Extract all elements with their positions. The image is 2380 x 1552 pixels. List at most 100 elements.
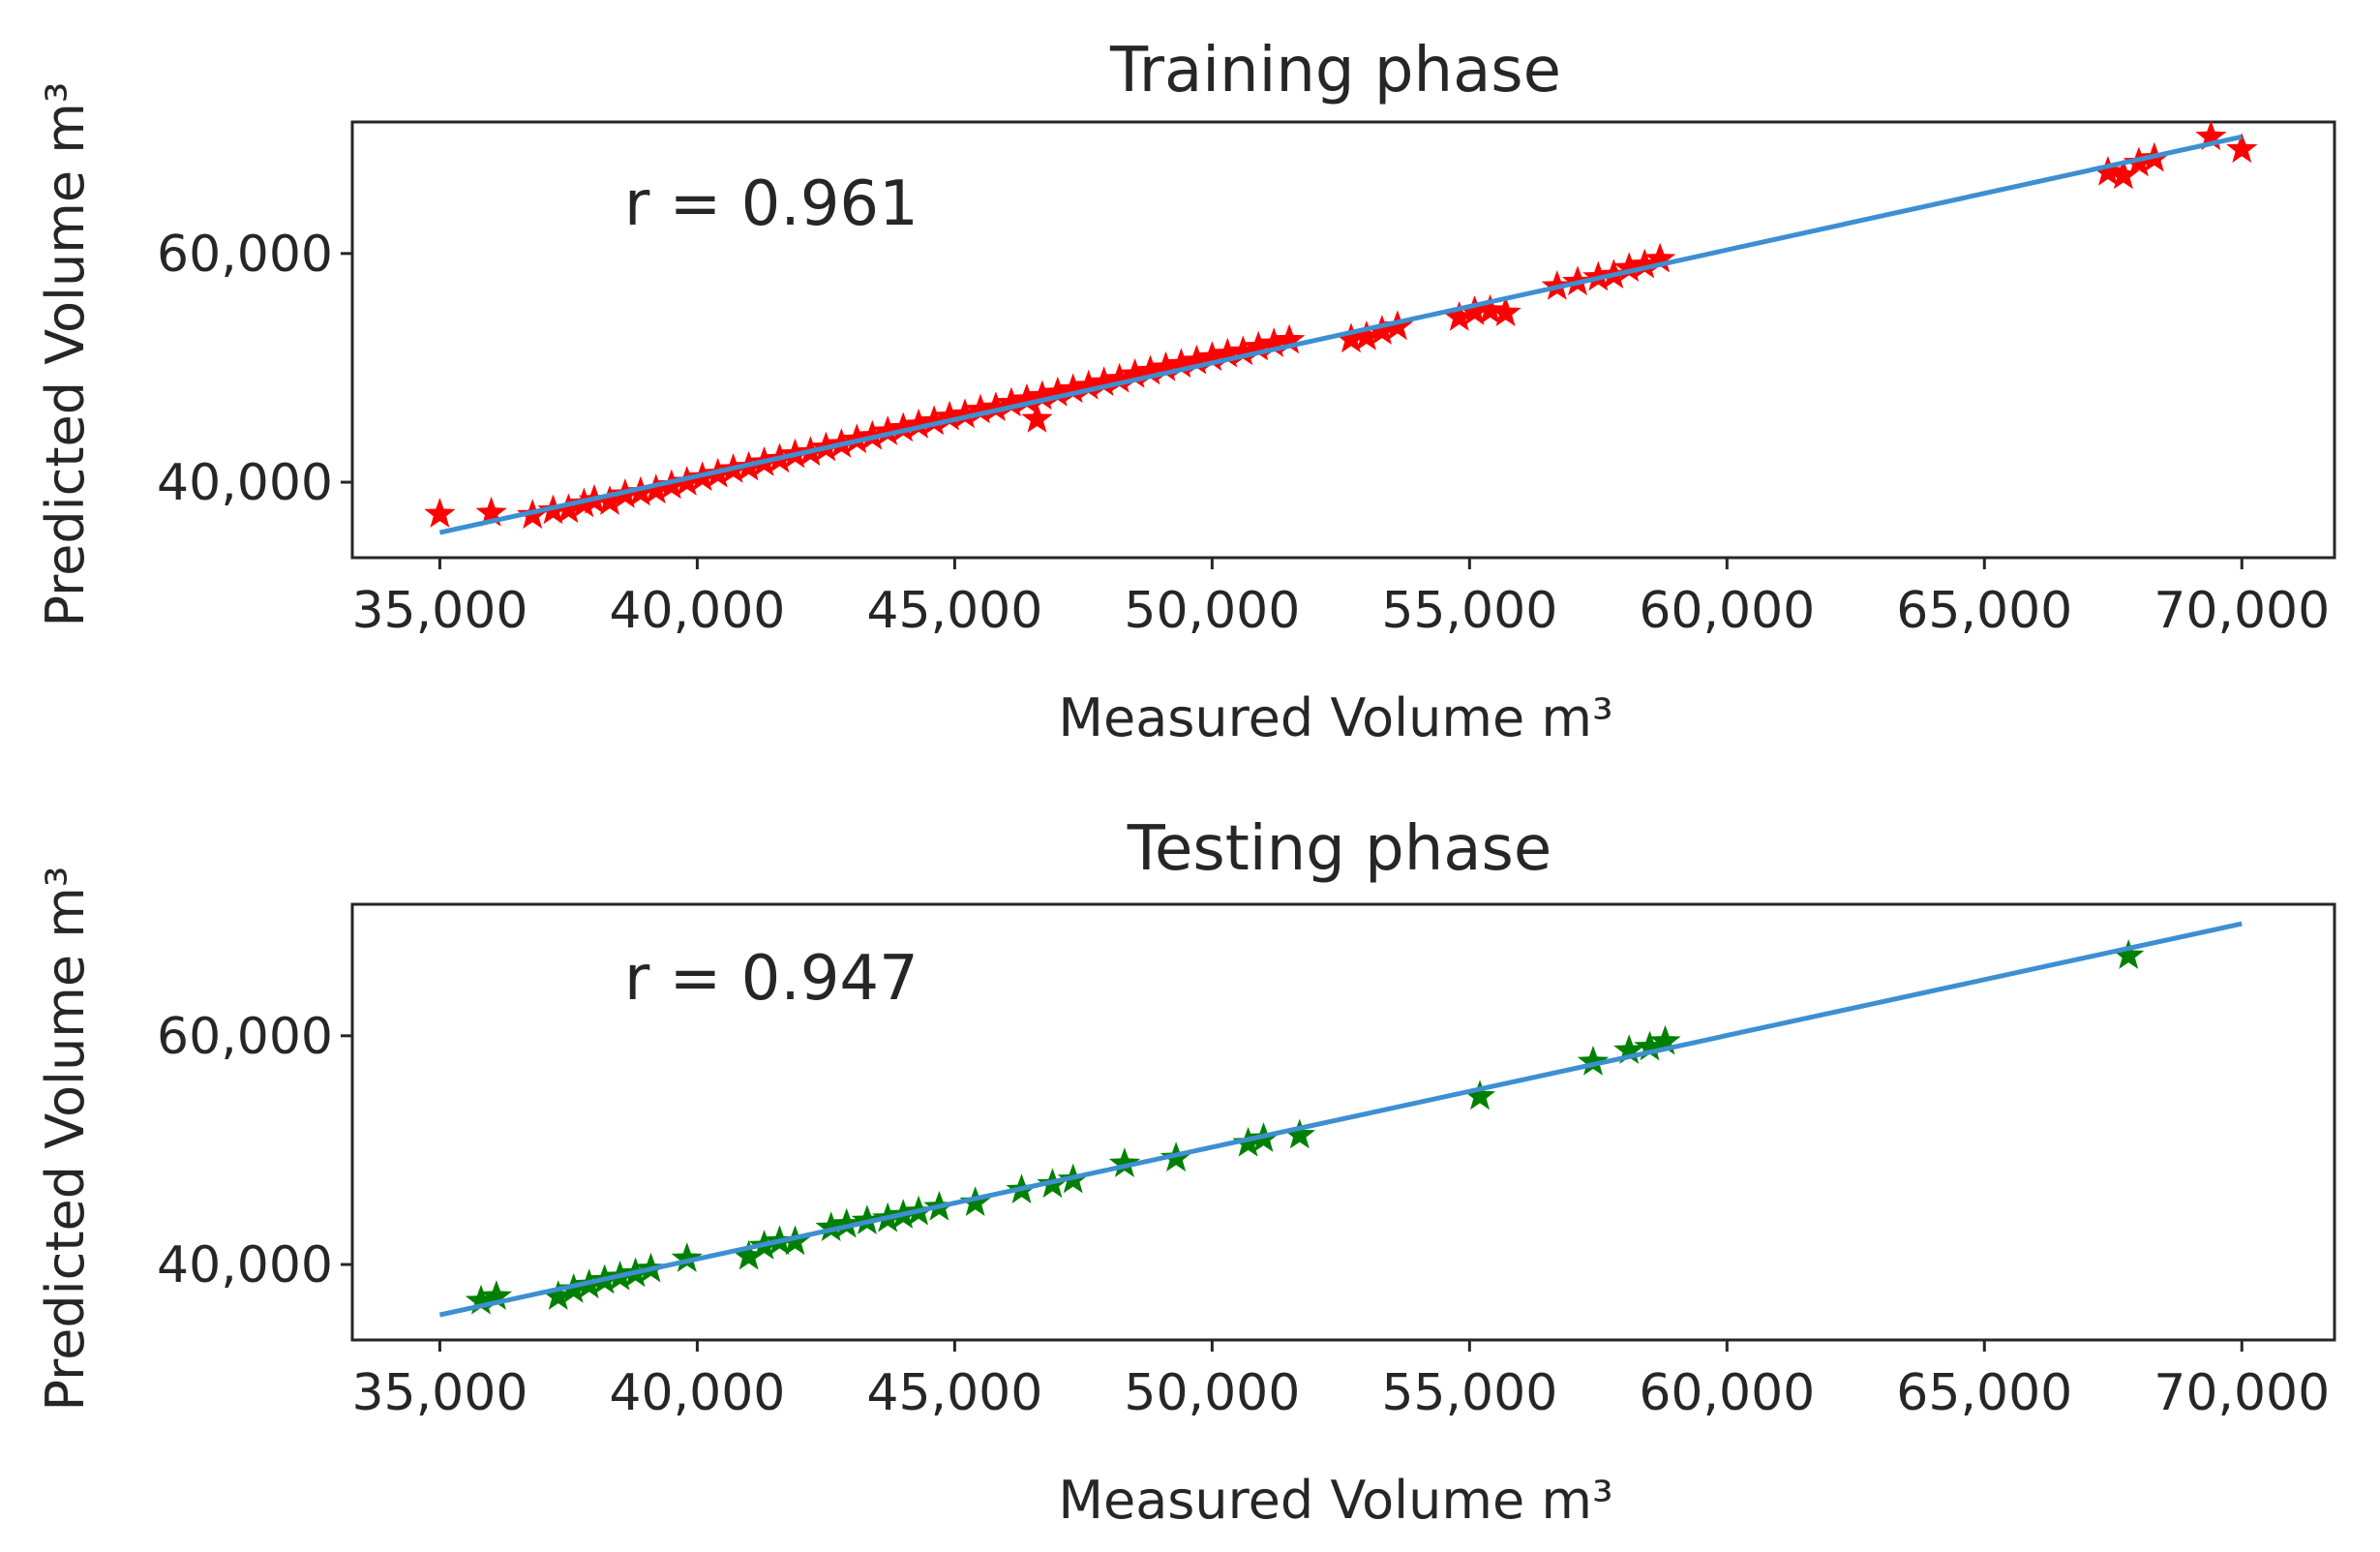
data-point (2195, 120, 2227, 151)
data-point (1381, 310, 1413, 341)
data-point (1165, 348, 1197, 379)
fit-line (438, 134, 2243, 535)
x-tick-label: 45,000 (866, 1364, 1042, 1422)
x-tick-label: 65,000 (1896, 582, 2072, 640)
data-point (2107, 159, 2140, 190)
data-point (671, 1242, 703, 1272)
data-point (1283, 1118, 1315, 1149)
x-tick-label: 40,000 (609, 582, 785, 640)
data-point (933, 400, 966, 431)
data-point (851, 1204, 884, 1234)
data-point (593, 485, 626, 515)
y-tick-label: 60,000 (157, 226, 333, 284)
data-point (733, 1239, 765, 1270)
y-axis-ticks: 40,000 60,000 (157, 226, 352, 512)
fit-line-layer (438, 921, 2243, 1318)
data-point (1258, 327, 1290, 357)
data-point (1459, 295, 1491, 325)
data-point (2226, 133, 2258, 164)
x-tick-label: 50,000 (1124, 582, 1300, 640)
data-point (979, 391, 1012, 421)
data-point (2113, 939, 2145, 969)
data-point (1057, 373, 1089, 404)
data-point (1350, 320, 1383, 350)
data-point (1021, 403, 1053, 433)
data-point (640, 473, 672, 504)
data-point (903, 409, 935, 439)
x-axis-label: Measured Volume m³ (1058, 687, 1612, 748)
data-point (475, 496, 507, 527)
correlation-annotation: r = 0.947 (624, 943, 919, 1015)
x-tick-label: 70,000 (2154, 1364, 2330, 1422)
plot-frame (350, 120, 2336, 560)
x-tick-label: 65,000 (1896, 1364, 2072, 1422)
x-tick-label: 40,000 (609, 1364, 785, 1422)
fit-line-layer (438, 134, 2243, 535)
data-point (1613, 252, 1645, 282)
data-point (888, 411, 919, 442)
data-point (918, 405, 950, 436)
x-tick-label: 70,000 (2154, 582, 2330, 640)
data-point (1634, 1030, 1666, 1061)
data-point (624, 475, 657, 506)
x-tick-label: 35,000 (351, 582, 527, 640)
x-tick-label: 45,000 (866, 582, 1042, 640)
x-tick-label: 55,000 (1381, 582, 1557, 640)
x-tick-label: 50,000 (1124, 1364, 1300, 1422)
data-point (1134, 354, 1166, 385)
data-point (1108, 1147, 1141, 1177)
data-point (1010, 383, 1042, 413)
data-point (1119, 358, 1151, 388)
data-point (1474, 293, 1506, 324)
data-point (1577, 1046, 1610, 1076)
data-point (1274, 323, 1306, 354)
y-tick-label: 60,000 (157, 1008, 333, 1066)
x-tick-label: 55,000 (1381, 1364, 1557, 1422)
data-point (1026, 380, 1058, 411)
data-point (465, 1284, 497, 1315)
data-point (964, 393, 997, 424)
data-point (1088, 366, 1120, 396)
x-axis-ticks: 35,000 40,000 45,000 50,000 55,000 60,000 65,0… (351, 1340, 2330, 1422)
data-point (1072, 369, 1104, 400)
data-point (1150, 350, 1182, 381)
data-point (1103, 362, 1135, 393)
data-point (1649, 1024, 1681, 1055)
data-point (480, 1280, 513, 1310)
y-tick-label: 40,000 (157, 454, 333, 512)
data-point (1613, 1034, 1645, 1064)
data-point (1196, 341, 1228, 372)
fit-line (438, 921, 2243, 1318)
plot-title: Training phase (1109, 35, 1561, 107)
data-point (949, 398, 981, 429)
x-tick-label: 60,000 (1639, 582, 1815, 640)
y-axis-ticks: 40,000 60,000 (157, 1008, 352, 1294)
data-point (841, 423, 873, 454)
data-point (542, 1280, 574, 1310)
y-axis-label: Predicted Volume m³ (35, 867, 96, 1412)
data-point (1366, 315, 1399, 345)
data-point (1227, 335, 1259, 366)
data-point (830, 1207, 862, 1238)
data-point (1212, 337, 1244, 368)
data-point (1463, 1080, 1496, 1111)
data-point (1335, 322, 1368, 353)
data-point (872, 415, 904, 445)
plot-title: Testing phase (1127, 813, 1552, 885)
data-point (1490, 296, 1521, 326)
data-point (959, 1186, 991, 1216)
x-axis-label: Measured Volume m³ (1058, 1470, 1612, 1531)
x-axis-ticks: 35,000 40,000 45,000 50,000 55,000 60,000 65,0… (351, 558, 2330, 640)
data-point (1629, 248, 1661, 279)
data-point (553, 493, 585, 524)
data-point (815, 1211, 847, 1241)
testing-phase-plot: Testing phase r = 0.947 Measured Volume … (35, 813, 2336, 1531)
training-phase-plot: Training phase r = 0.961 Measured Volume… (35, 35, 2336, 748)
x-tick-label: 35,000 (351, 1364, 527, 1422)
plot-frame (350, 902, 2336, 1342)
data-point (424, 498, 456, 528)
x-tick-label: 60,000 (1639, 1364, 1815, 1422)
data-point (1243, 330, 1275, 361)
data-point (857, 419, 889, 450)
